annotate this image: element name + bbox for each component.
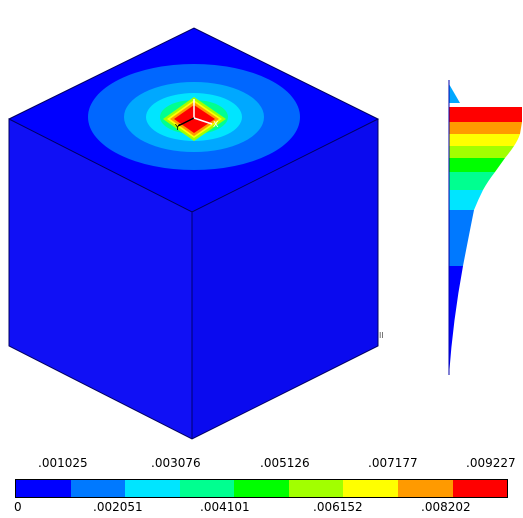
triad-label-y: Y xyxy=(174,123,180,132)
model-viewport[interactable]: Y X II xyxy=(0,0,523,460)
color-swatch-8 xyxy=(452,480,508,497)
color-swatch-6 xyxy=(343,480,398,497)
contour-legend: .001025 .003076 .005126 .007177 .009227 … xyxy=(0,452,523,518)
color-swatch-5 xyxy=(288,480,344,497)
legend-label: .006152 xyxy=(313,500,363,514)
cube-right-face xyxy=(192,119,378,439)
color-swatch-3 xyxy=(179,480,235,497)
color-swatch-7 xyxy=(397,480,453,497)
color-swatch-1 xyxy=(70,480,126,497)
node-marker: II xyxy=(379,331,384,340)
cube-left-face xyxy=(9,119,192,439)
legend-label: .003076 xyxy=(151,456,201,470)
legend-label: .007177 xyxy=(368,456,418,470)
axis-triad-icon: Y X xyxy=(174,99,219,132)
color-scale-bar xyxy=(15,479,508,498)
legend-label: .008202 xyxy=(421,500,471,514)
legend-label: .004101 xyxy=(200,500,250,514)
legend-label: .009227 xyxy=(466,456,516,470)
legend-label: .002051 xyxy=(93,500,143,514)
color-swatch-2 xyxy=(125,480,180,497)
legend-label: 0 xyxy=(14,500,22,514)
legend-label: .005126 xyxy=(260,456,310,470)
triad-label-x: X xyxy=(213,120,219,129)
color-swatch-0 xyxy=(16,480,71,497)
legend-label: .001025 xyxy=(38,456,88,470)
depth-profile xyxy=(448,80,522,375)
contour-hotspot xyxy=(174,105,215,133)
cube-edges xyxy=(8,27,380,440)
color-swatch-4 xyxy=(234,480,289,497)
